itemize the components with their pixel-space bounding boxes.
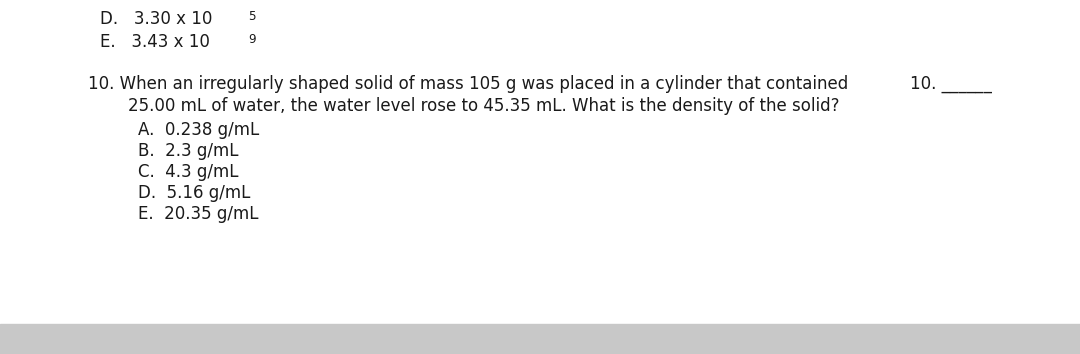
Text: 5: 5 <box>248 10 256 23</box>
Text: 25.00 mL of water, the water level rose to 45.35 mL. What is the density of the : 25.00 mL of water, the water level rose … <box>129 97 839 115</box>
Text: 10. ______: 10. ______ <box>910 75 991 93</box>
Text: B.  2.3 g/mL: B. 2.3 g/mL <box>138 142 239 160</box>
Text: A.  0.238 g/mL: A. 0.238 g/mL <box>138 121 259 139</box>
Text: 9: 9 <box>248 33 256 46</box>
Bar <box>0 324 1080 354</box>
Text: E.  20.35 g/mL: E. 20.35 g/mL <box>138 205 258 223</box>
Text: D.   3.30 x 10: D. 3.30 x 10 <box>100 10 213 28</box>
Text: D.  5.16 g/mL: D. 5.16 g/mL <box>138 184 251 202</box>
Text: C.  4.3 g/mL: C. 4.3 g/mL <box>138 163 239 181</box>
Text: E.   3.43 x 10: E. 3.43 x 10 <box>100 33 210 51</box>
Text: 10. When an irregularly shaped solid of mass 105 g was placed in a cylinder that: 10. When an irregularly shaped solid of … <box>87 75 848 93</box>
